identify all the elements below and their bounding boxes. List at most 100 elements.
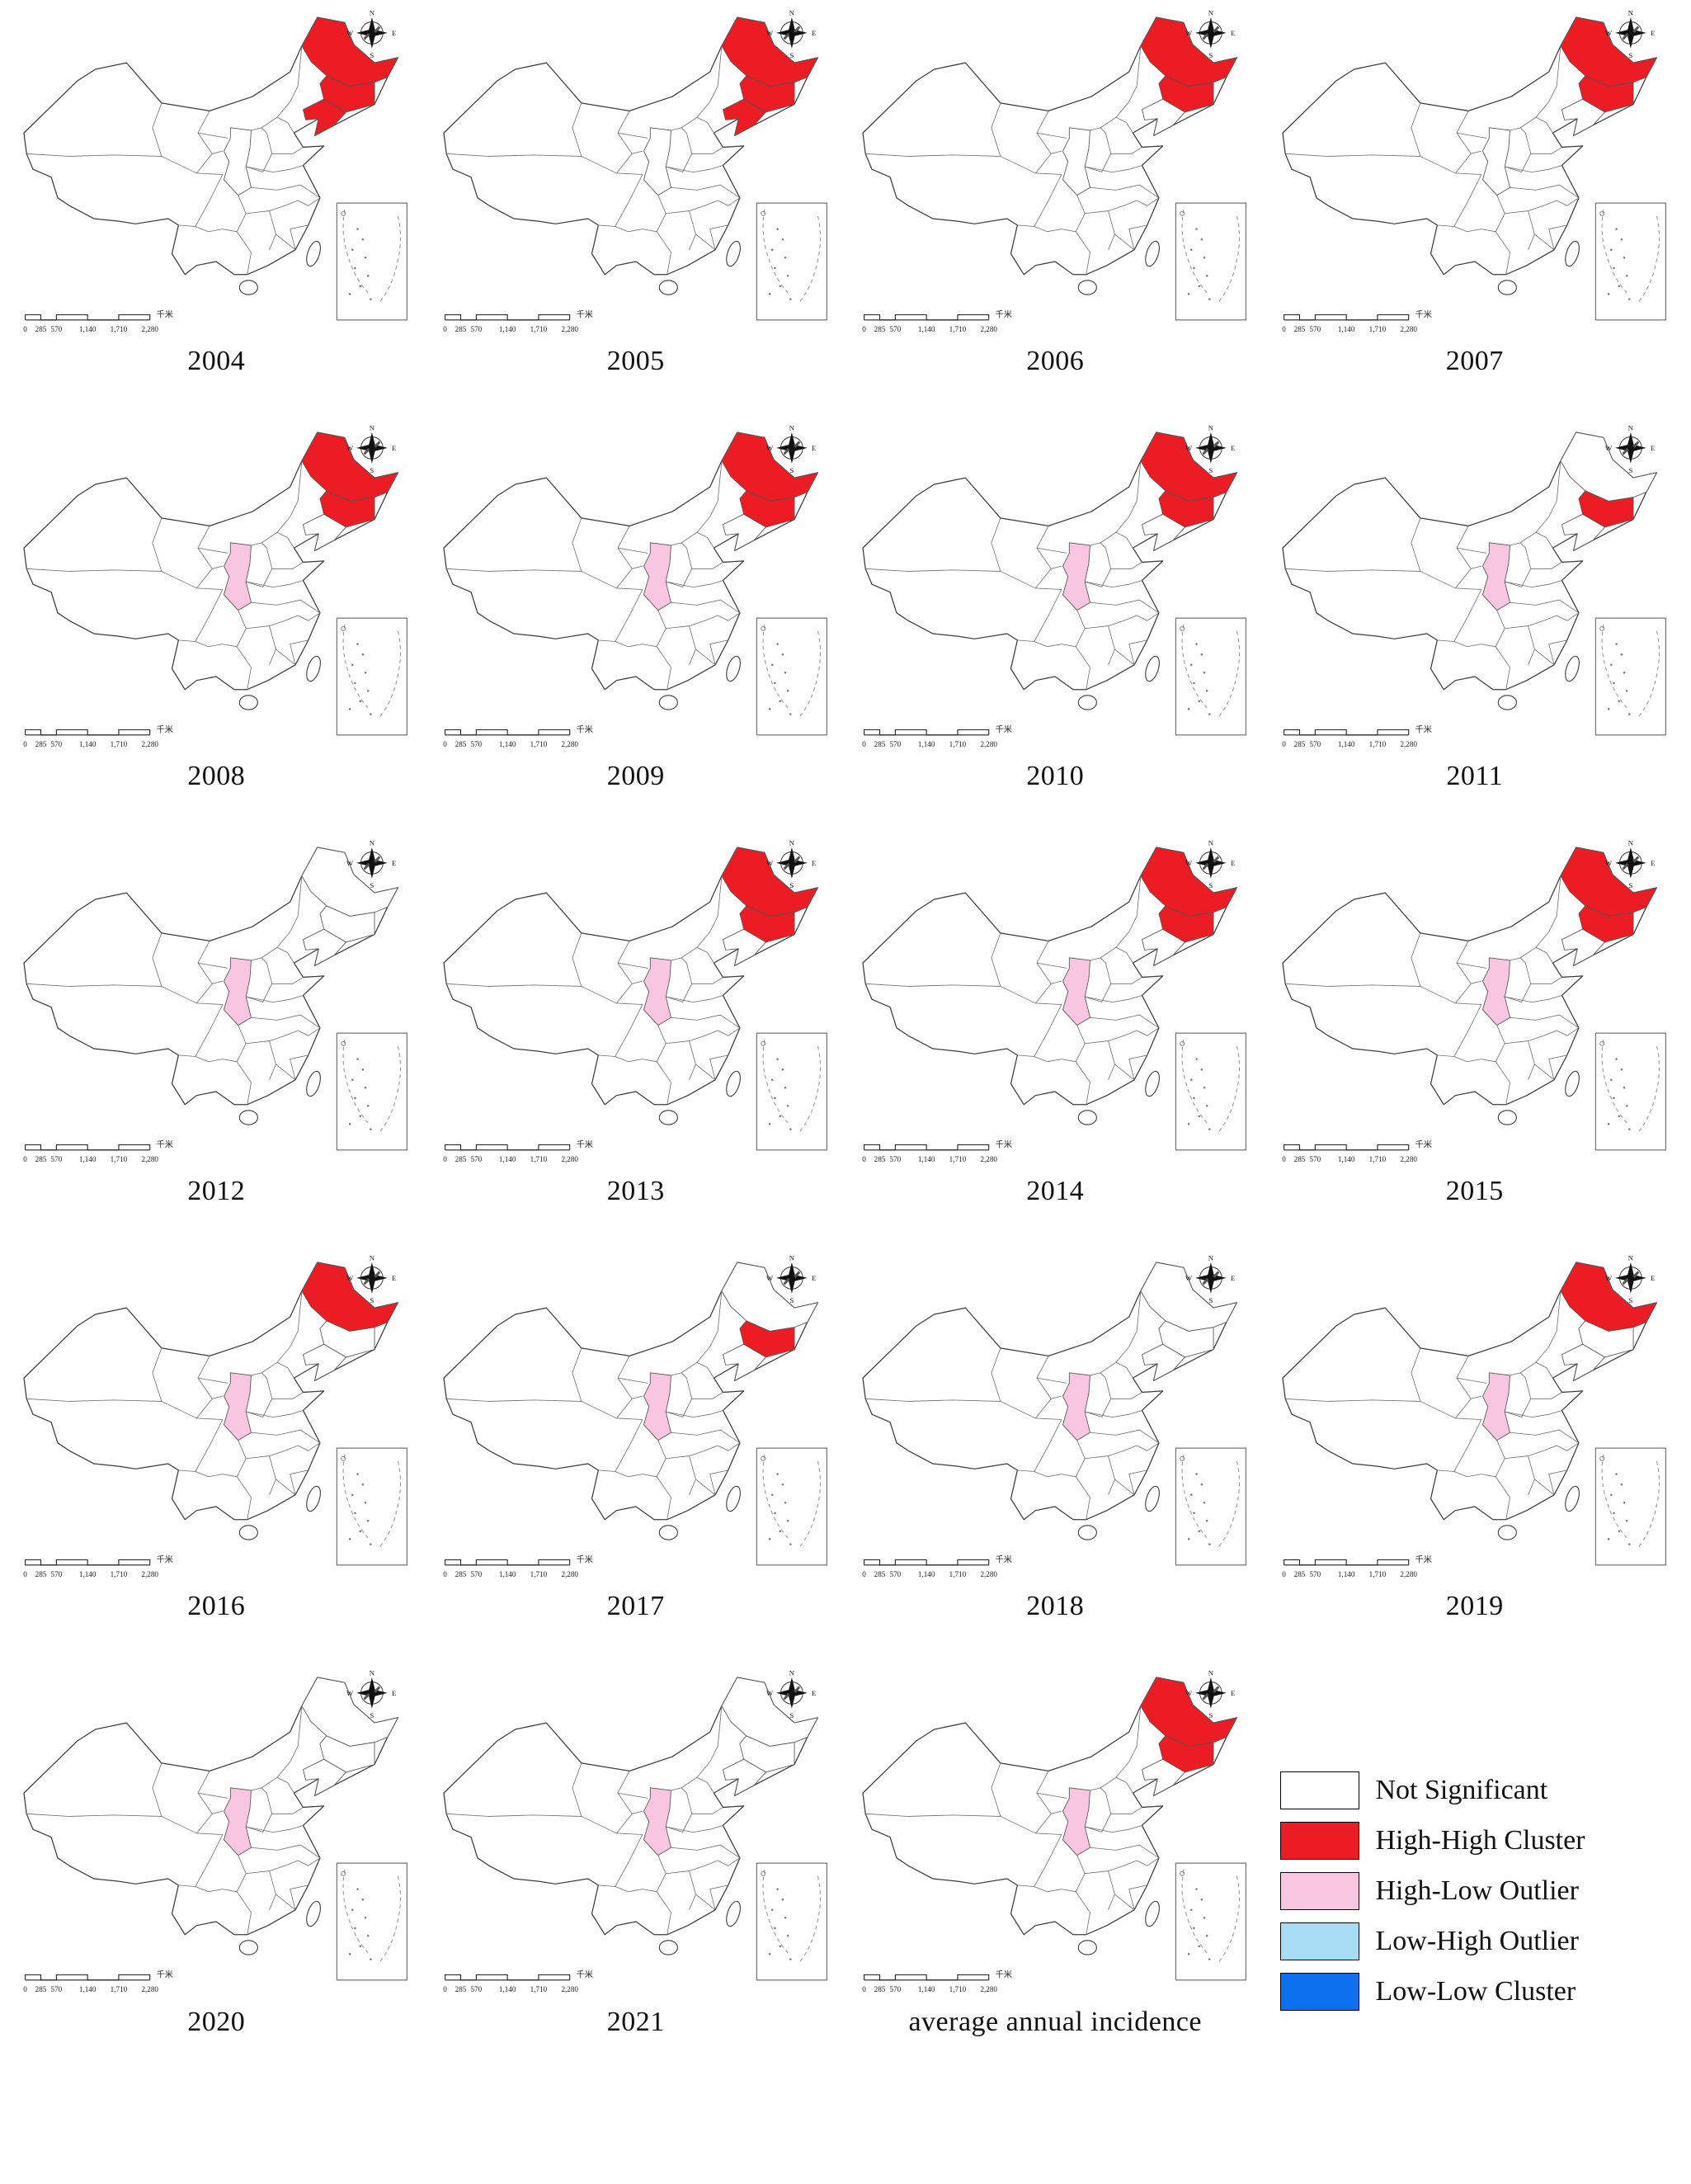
scale-unit-label: 千米 <box>996 1139 1012 1150</box>
inset-south-china-sea <box>1175 617 1247 736</box>
scale-bar: 0 285 570 1,140 1,710 2,280 千米 <box>443 1554 593 1578</box>
compass-w-label: W <box>346 444 354 452</box>
scale-unit-label: 千米 <box>1415 309 1431 320</box>
region-jilin <box>1578 75 1634 113</box>
scale-tick-label: 1,710 <box>530 740 547 748</box>
china-map: N E S W 0 285 570 1,140 1,710 2,280 千米 <box>443 1669 827 1993</box>
scale-tick-label: 2,280 <box>142 740 159 748</box>
scale-tick-label: 2,280 <box>142 1570 159 1578</box>
compass-s-label: S <box>370 466 374 474</box>
legend-item: Low-High Outlier <box>1279 1922 1685 1961</box>
scale-tick-label: 2,280 <box>1400 325 1417 333</box>
compass-rose-icon: N E S W <box>766 424 816 474</box>
taiwan-island <box>1564 240 1580 267</box>
compass-e-label: E <box>392 1274 396 1282</box>
region-heilongjiang <box>1140 1677 1238 1748</box>
panel-caption: 2009 <box>606 761 665 792</box>
region-jilin <box>1578 1320 1634 1358</box>
legend-label: High-High Cluster <box>1375 1825 1585 1856</box>
panel-caption: 2013 <box>606 1176 665 1207</box>
scale-tick-label: 2,280 <box>561 1985 578 1993</box>
region-liaoning <box>722 928 766 966</box>
china-map: N E S W 0 285 570 1,140 1,710 2,280 千米 <box>1282 424 1666 748</box>
compass-w-label: W <box>1605 444 1613 452</box>
region-liaoning <box>1561 928 1605 966</box>
scale-tick-label: 285 <box>35 1155 47 1163</box>
scale-tick-label: 570 <box>470 1985 482 1993</box>
compass-w-label: W <box>1605 1274 1613 1282</box>
region-shaanxi <box>1062 957 1091 1026</box>
scale-tick-label: 1,140 <box>918 325 935 333</box>
panel-caption: 2016 <box>187 1591 246 1622</box>
panel-caption: 2021 <box>606 2006 665 2037</box>
panel-caption: 2007 <box>1445 346 1504 377</box>
scale-tick-label: 0 <box>24 1155 28 1163</box>
scale-tick-label: 2,280 <box>981 1985 998 1993</box>
mainland-outline <box>862 1677 1238 1936</box>
region-liaoning <box>722 98 766 136</box>
scale-tick-label: 0 <box>1282 740 1286 748</box>
compass-n-label: N <box>789 424 795 432</box>
region-jilin <box>1158 490 1214 528</box>
scale-tick-label: 0 <box>443 740 447 748</box>
legend-label: Low-Low Cluster <box>1375 1976 1576 2007</box>
compass-w-label: W <box>766 29 774 37</box>
scale-tick-label: 2,280 <box>561 740 578 748</box>
inset-south-china-sea <box>1175 202 1247 321</box>
map-panel: N E S W 0 285 570 1,140 1,710 2,280 千米 2008 <box>7 423 426 817</box>
mainland-outline <box>1282 432 1657 691</box>
compass-w-label: W <box>346 859 354 867</box>
scale-tick-label: 1,140 <box>79 1985 97 1993</box>
taiwan-island <box>1145 655 1161 682</box>
region-liaoning <box>1142 1759 1186 1796</box>
scale-tick-label: 1,710 <box>530 325 547 333</box>
province-borders <box>26 875 321 1105</box>
taiwan-island <box>1145 1901 1161 1927</box>
compass-s-label: S <box>789 881 794 889</box>
taiwan-island <box>725 1070 741 1097</box>
map-panel: N E S W 0 285 570 1,140 1,710 2,280 千米 2004 <box>7 8 426 402</box>
province-borders <box>26 1705 321 1936</box>
region-jilin <box>319 1320 375 1358</box>
region-heilongjiang <box>1560 432 1657 502</box>
region-jilin <box>319 905 375 943</box>
legend-item: High-Low Outlier <box>1279 1872 1685 1911</box>
compass-w-label: W <box>766 859 774 867</box>
map-panel: N E S W 0 285 570 1,140 1,710 2,280 千米 2009 <box>426 423 846 817</box>
taiwan-island <box>725 655 741 682</box>
province-borders <box>445 1705 740 1936</box>
compass-s-label: S <box>789 1296 794 1304</box>
region-jilin <box>739 905 795 943</box>
compass-n-label: N <box>370 1669 375 1677</box>
scale-tick-label: 285 <box>35 740 47 748</box>
scale-tick-label: 0 <box>443 1985 447 1993</box>
china-map: N E S W 0 285 570 1,140 1,710 2,280 千米 <box>443 839 827 1163</box>
scale-tick-label: 285 <box>1293 325 1305 333</box>
scale-tick-label: 1,140 <box>918 740 935 748</box>
scale-tick-label: 285 <box>35 1985 47 1993</box>
scale-tick-label: 570 <box>470 1155 482 1163</box>
scale-tick-label: 285 <box>874 325 886 333</box>
region-heilongjiang <box>721 847 818 917</box>
legend: Not Significant High-High Cluster High-Low… <box>1265 1668 1685 2062</box>
scale-tick-label: 285 <box>455 1570 466 1578</box>
compass-n-label: N <box>1628 9 1634 17</box>
region-heilongjiang <box>301 1262 399 1333</box>
compass-e-label: E <box>812 1274 816 1282</box>
province-borders <box>865 460 1160 690</box>
province-borders <box>26 460 321 690</box>
scale-tick-label: 2,280 <box>142 1985 159 1993</box>
scale-tick-label: 570 <box>1309 1155 1321 1163</box>
mainland-outline <box>862 1262 1238 1521</box>
legend-item: Low-Low Cluster <box>1279 1973 1685 2012</box>
scale-tick-label: 1,140 <box>499 740 516 748</box>
inset-south-china-sea <box>756 1862 827 1981</box>
compass-w-label: W <box>1605 859 1613 867</box>
scale-bar: 0 285 570 1,140 1,710 2,280 千米 <box>24 309 174 333</box>
scale-unit-label: 千米 <box>157 724 173 735</box>
china-map: N E S W 0 285 570 1,140 1,710 2,280 千米 <box>24 9 408 333</box>
compass-rose-icon: N E S W <box>1185 1254 1235 1304</box>
compass-s-label: S <box>1628 1296 1632 1304</box>
region-jilin <box>319 490 375 528</box>
map-panel: N E S W 0 285 570 1,140 1,710 2,280 千米 averag… <box>846 1668 1265 2062</box>
